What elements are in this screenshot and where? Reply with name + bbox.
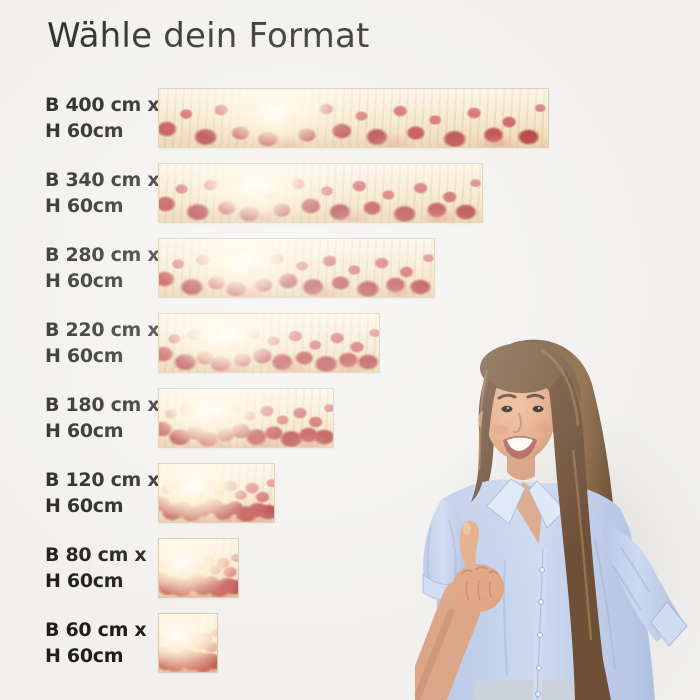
format-option[interactable]: B 80 cm x H 60cm bbox=[45, 538, 549, 598]
format-height-label: H 60cm bbox=[45, 570, 124, 592]
smile bbox=[503, 436, 537, 459]
format-height-label: H 60cm bbox=[45, 420, 124, 442]
page-title: Wähle dein Format bbox=[47, 16, 370, 56]
format-width-label: B 280 cm x bbox=[45, 244, 160, 266]
poppy-strip-preview bbox=[158, 388, 334, 448]
poppy-strip-preview bbox=[158, 313, 380, 373]
eye-left bbox=[501, 405, 513, 413]
format-option[interactable]: B 340 cm x H 60cm bbox=[45, 163, 549, 223]
hair-front bbox=[471, 341, 611, 700]
format-option[interactable]: B 400 cm x H 60cm bbox=[45, 88, 549, 148]
poppy-strip-preview bbox=[158, 538, 239, 598]
format-label: B 280 cm x H 60cm bbox=[45, 242, 160, 294]
thumbnail bbox=[463, 523, 471, 535]
format-width-label: B 80 cm x bbox=[45, 544, 147, 566]
poppy-strip-preview bbox=[158, 613, 218, 673]
format-width-label: B 340 cm x bbox=[45, 169, 160, 191]
person-photo bbox=[415, 339, 700, 700]
format-label: B 220 cm x H 60cm bbox=[45, 317, 160, 369]
format-option[interactable]: B 180 cm x H 60cm bbox=[45, 388, 549, 448]
format-label: B 80 cm x H 60cm bbox=[45, 542, 158, 594]
format-width-label: B 220 cm x bbox=[45, 319, 160, 341]
forearm bbox=[415, 579, 484, 700]
format-height-label: H 60cm bbox=[45, 270, 124, 292]
pants bbox=[473, 678, 587, 700]
format-width-label: B 60 cm x bbox=[45, 619, 147, 641]
poppy-strip-preview bbox=[158, 163, 483, 223]
format-label: B 400 cm x H 60cm bbox=[45, 92, 160, 144]
left-arm-sleeve bbox=[603, 525, 688, 647]
format-label: B 340 cm x H 60cm bbox=[45, 167, 160, 219]
eyebrow-left bbox=[497, 393, 517, 400]
format-option[interactable]: B 280 cm x H 60cm bbox=[45, 238, 549, 298]
poppy-strip-preview bbox=[158, 88, 549, 148]
format-height-label: H 60cm bbox=[45, 195, 124, 217]
format-width-label: B 180 cm x bbox=[45, 394, 160, 416]
format-height-label: H 60cm bbox=[45, 645, 124, 667]
format-label: B 60 cm x H 60cm bbox=[45, 617, 158, 669]
format-height-label: H 60cm bbox=[45, 495, 124, 517]
eye-right bbox=[532, 405, 544, 413]
format-label: B 180 cm x H 60cm bbox=[45, 392, 160, 444]
format-option[interactable]: B 60 cm x H 60cm bbox=[45, 613, 549, 673]
format-width-label: B 120 cm x bbox=[45, 469, 160, 491]
format-option[interactable]: B 220 cm x H 60cm bbox=[45, 313, 549, 373]
hair-highlights bbox=[477, 348, 593, 641]
format-option[interactable]: B 120 cm x H 60cm bbox=[45, 463, 549, 523]
poppy-strip-preview bbox=[158, 463, 275, 523]
eyebrow-right bbox=[526, 393, 545, 400]
knuckles bbox=[460, 566, 499, 575]
format-width-label: B 400 cm x bbox=[45, 94, 160, 116]
nose bbox=[513, 413, 522, 434]
thumbs-up-arm bbox=[415, 500, 504, 700]
shirt-buttons bbox=[535, 567, 545, 697]
format-list: B 400 cm x H 60cm B 340 cm x H 60cm B 28… bbox=[45, 88, 549, 688]
collar-right bbox=[528, 480, 566, 529]
collar-left bbox=[486, 478, 526, 525]
format-label: B 120 cm x H 60cm bbox=[45, 467, 160, 519]
poppy-strip-preview bbox=[158, 238, 435, 298]
format-height-label: H 60cm bbox=[45, 345, 124, 367]
face bbox=[478, 372, 555, 460]
format-height-label: H 60cm bbox=[45, 120, 124, 142]
